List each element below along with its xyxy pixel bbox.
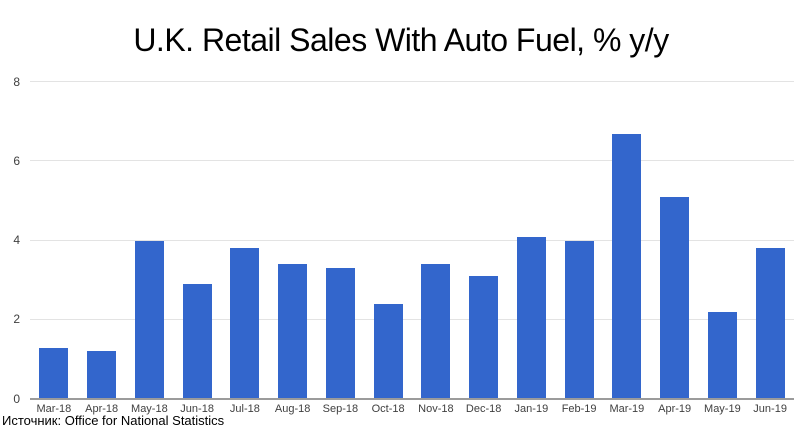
- bar-Sep-18: [325, 268, 355, 399]
- bar-Nov-18: [421, 264, 451, 399]
- bar-Jan-19: [516, 236, 546, 399]
- x-axis-tick-label-Apr-18: Apr-18: [85, 403, 119, 415]
- gridline-2: [30, 318, 794, 320]
- bar-May-18: [134, 240, 164, 399]
- bar-Apr-18: [87, 351, 117, 399]
- y-axis-tick-label-0: 0: [13, 391, 20, 406]
- x-axis-tick-label-Dec-18: Dec-18: [465, 403, 502, 415]
- y-axis-tick-label-6: 6: [13, 153, 20, 168]
- bar-Apr-19: [660, 196, 690, 399]
- x-axis-tick-label-Sep-18: Sep-18: [322, 403, 359, 415]
- x-axis-tick-label-Aug-18: Aug-18: [274, 403, 311, 415]
- plot-area: [30, 81, 794, 400]
- bar-Oct-18: [373, 303, 403, 399]
- x-axis-tick-label-Nov-18: Nov-18: [418, 403, 454, 415]
- bar-Feb-19: [564, 240, 594, 399]
- x-axis-baseline: [30, 398, 794, 400]
- gridline-6: [30, 160, 794, 162]
- bar-Aug-18: [278, 264, 308, 399]
- x-axis-tick-label-Mar-18: Mar-18: [36, 403, 72, 415]
- x-axis-tick-label-Jun-19: Jun-19: [753, 403, 787, 415]
- gridline-8: [30, 81, 794, 82]
- x-axis-tick-label-Oct-18: Oct-18: [371, 403, 405, 415]
- x-axis-tick-label-Feb-19: Feb-19: [561, 403, 597, 415]
- bar-Dec-18: [469, 276, 499, 399]
- bar-Mar-19: [612, 133, 642, 399]
- bar-Jun-18: [182, 284, 212, 399]
- bar-May-19: [707, 311, 737, 399]
- y-axis-tick-label-2: 2: [13, 312, 20, 327]
- x-axis-tick-label-Jun-18: Jun-18: [180, 403, 214, 415]
- x-axis-tick-label-May-18: May-18: [131, 403, 168, 415]
- y-axis-tick-label-4: 4: [13, 233, 20, 247]
- gridline-4: [30, 239, 794, 241]
- chart-title: U.K. Retail Sales With Auto Fuel, % y/y: [133, 22, 669, 58]
- bar-Mar-18: [39, 347, 69, 399]
- x-axis-tick-label-Jul-18: Jul-18: [229, 403, 260, 415]
- source-note: Источник: Office for National Statistics: [2, 413, 225, 428]
- y-axis-tick-label-8: 8: [13, 74, 20, 89]
- x-axis-tick-label-May-19: May-19: [704, 403, 741, 415]
- x-axis-tick-label-Mar-19: Mar-19: [609, 403, 645, 415]
- x-axis-tick-label-Jan-19: Jan-19: [514, 403, 549, 415]
- bar-Jul-18: [230, 248, 260, 399]
- bar-Jun-19: [755, 248, 785, 399]
- x-axis-tick-label-Apr-19: Apr-19: [658, 403, 692, 415]
